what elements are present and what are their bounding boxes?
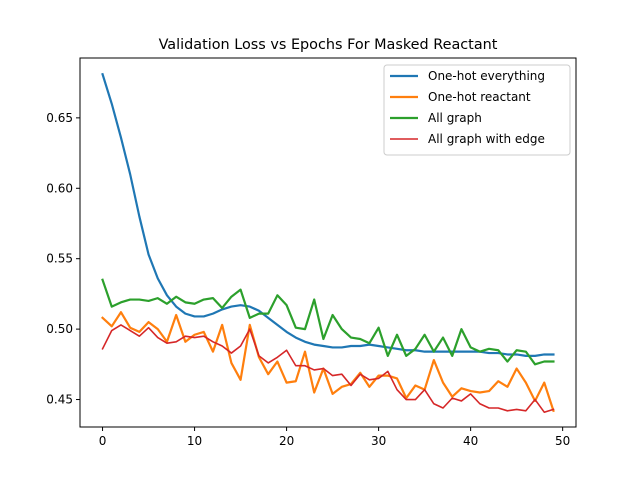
legend-label: One-hot reactant [428, 90, 531, 104]
chart-title: Validation Loss vs Epochs For Masked Rea… [159, 37, 498, 53]
legend-label: All graph [428, 111, 482, 125]
legend-label: One-hot everything [428, 69, 545, 83]
x-axis: 0 10 20 30 40 50 [99, 427, 570, 448]
x-tick-label: 0 [99, 434, 107, 448]
legend: One-hot everything One-hot reactant All gr… [383, 64, 571, 156]
y-axis: 0.45 0.50 0.55 0.60 0.65 [46, 111, 80, 407]
y-tick-label: 0.60 [46, 181, 73, 195]
x-tick-label: 50 [555, 434, 570, 448]
y-tick-label: 0.55 [46, 252, 73, 266]
series-line-3 [101, 278, 555, 366]
series-line-4 [101, 324, 555, 414]
x-tick-label: 40 [463, 434, 478, 448]
y-tick-label: 0.50 [46, 322, 73, 336]
x-tick-label: 10 [187, 434, 202, 448]
y-tick-label: 0.65 [46, 111, 73, 125]
plot-area [79, 57, 577, 428]
series-line-2 [100, 311, 555, 413]
legend-label: All graph with edge [428, 132, 545, 146]
legend-box [383, 64, 571, 156]
x-tick-label: 30 [371, 434, 386, 448]
plot-frame [79, 57, 577, 428]
y-tick-label: 0.45 [46, 393, 73, 407]
x-tick-label: 20 [279, 434, 294, 448]
